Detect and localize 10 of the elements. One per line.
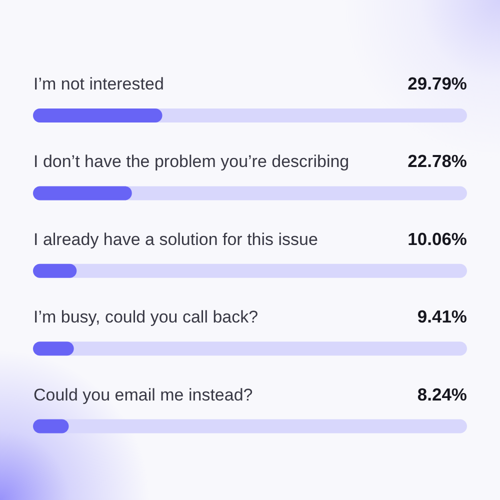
y-tick-label: I already have a solution for this issue	[34, 230, 318, 249]
y-tick-label: I’m not interested	[34, 74, 164, 94]
y-tick-label: I don’t have the problem you’re describing	[34, 152, 350, 172]
data-label: 10.06%	[408, 228, 468, 249]
y-tick-label: Could you email me instead?	[34, 385, 253, 404]
data-label: 22.78%	[408, 151, 468, 172]
data-label: 9.41%	[417, 306, 468, 327]
data-label: 29.79%	[408, 74, 468, 94]
y-tick-label: I’m busy, could you call back?	[34, 308, 258, 327]
data-label: 8.24%	[417, 384, 468, 404]
